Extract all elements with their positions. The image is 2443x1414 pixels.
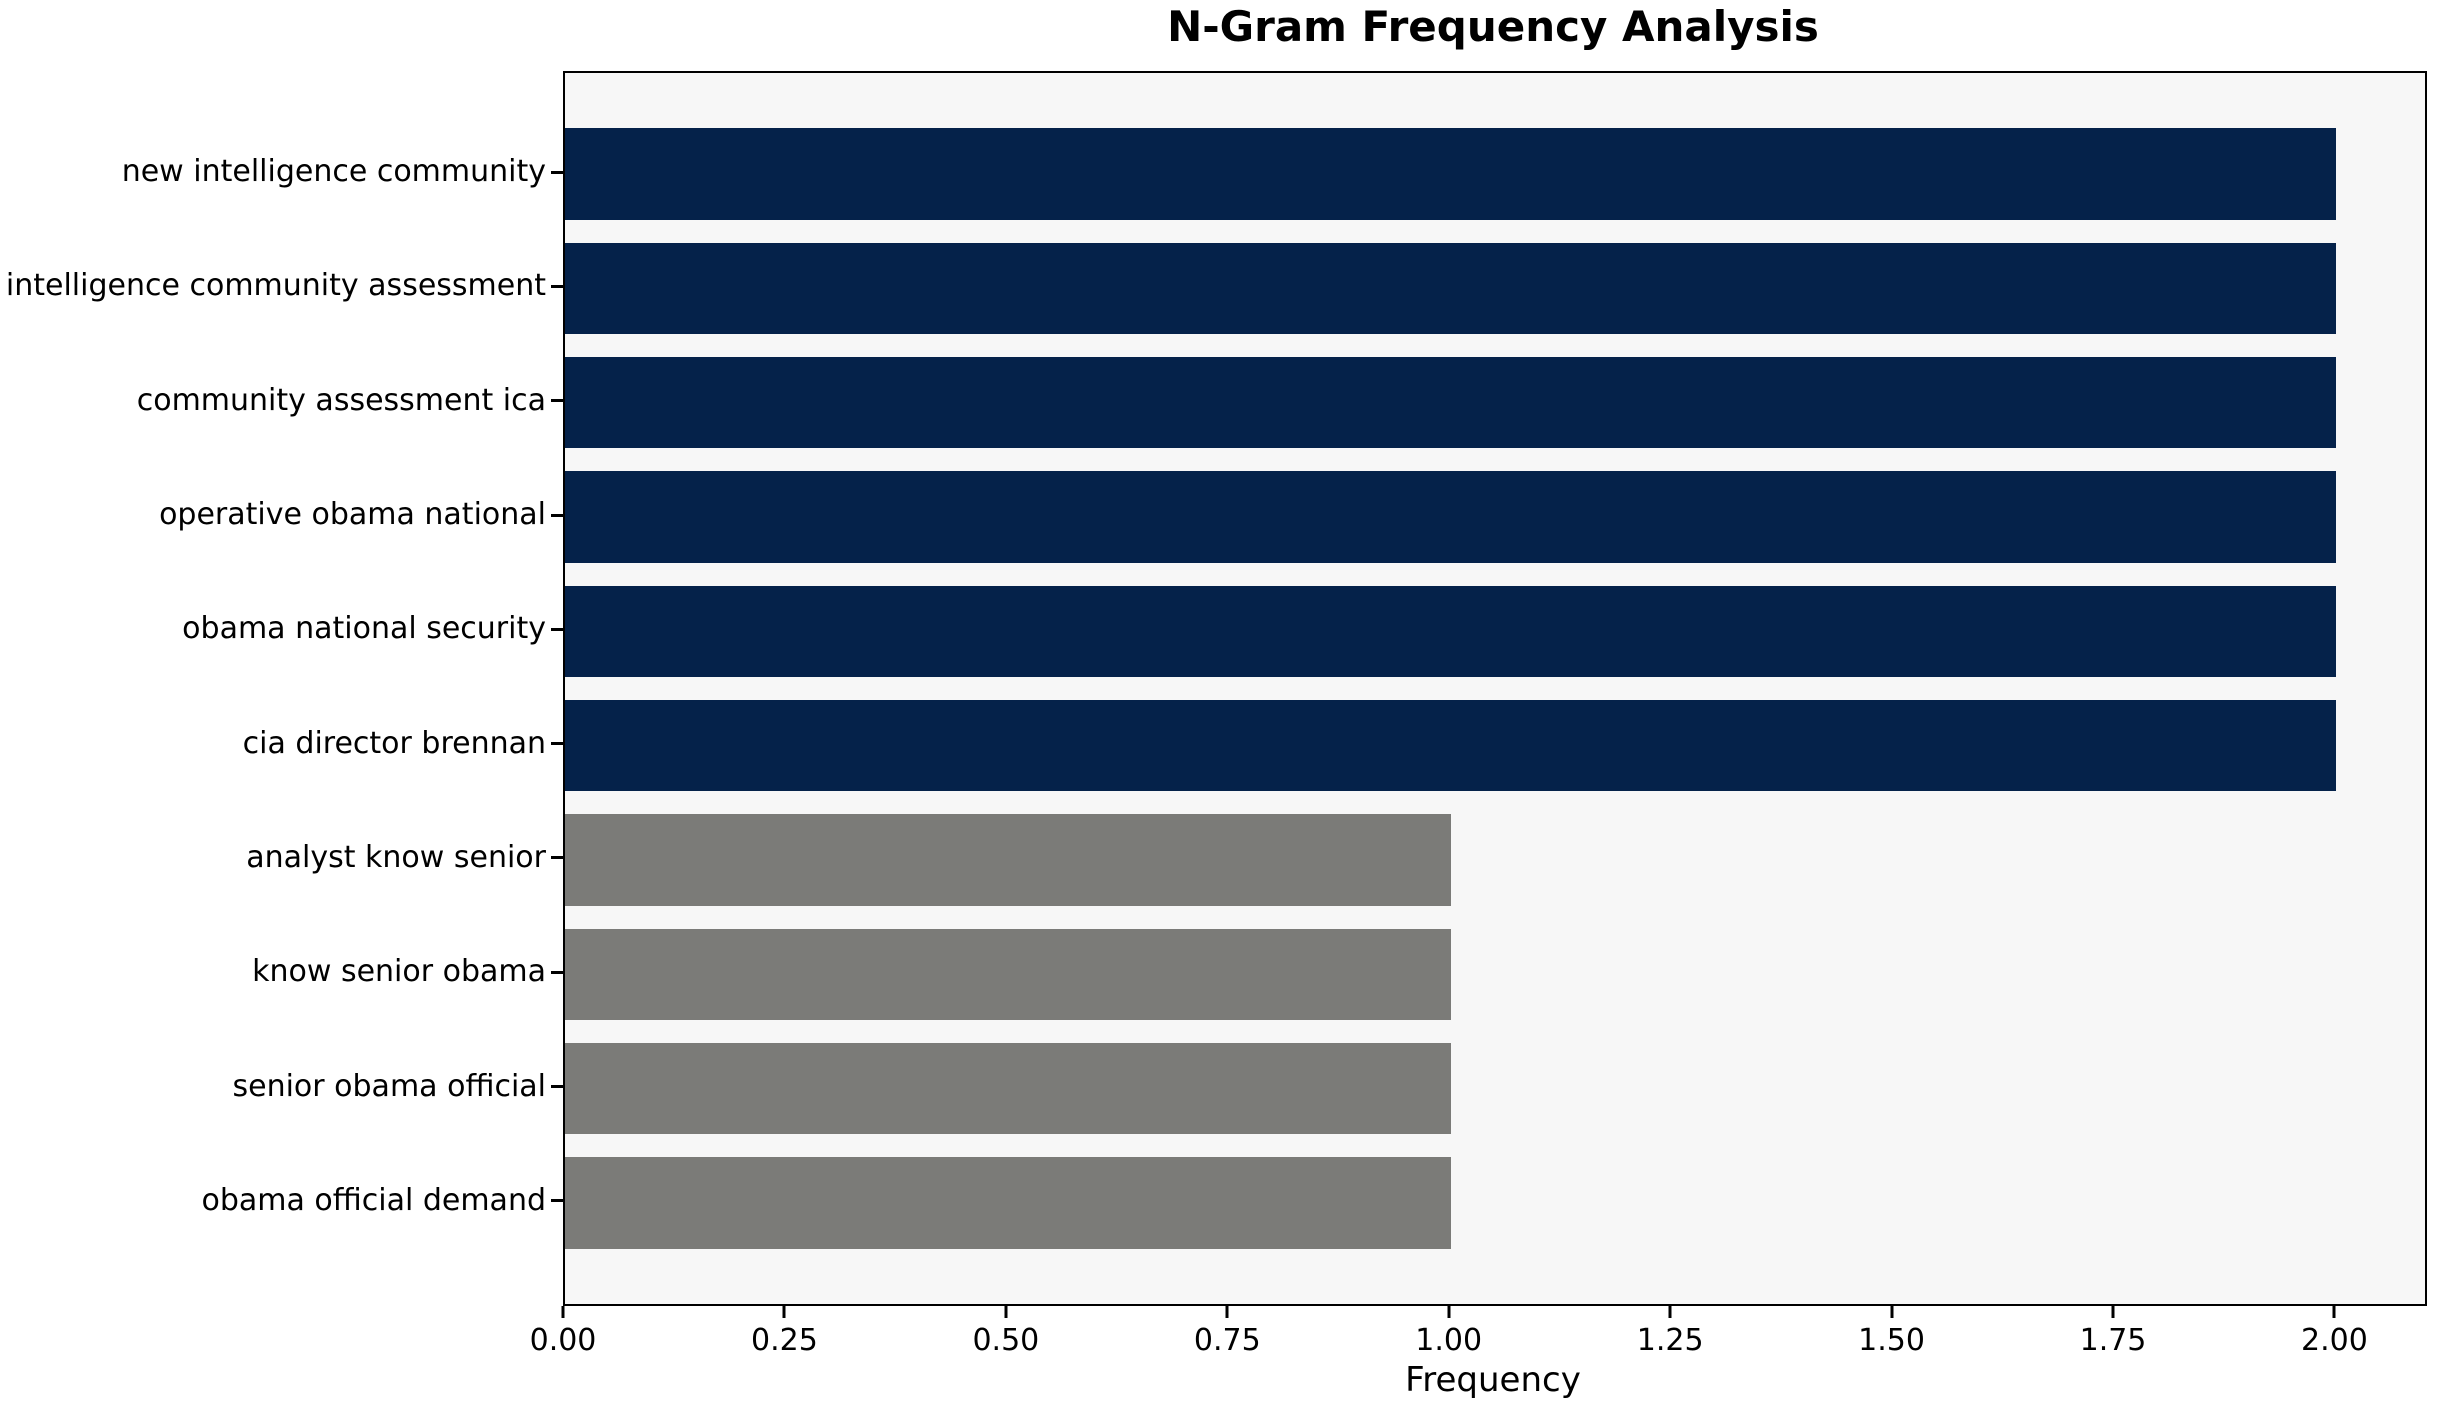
y-tick-label: operative obama national xyxy=(159,497,546,533)
x-tick-mark xyxy=(1447,1306,1451,1318)
bar-row xyxy=(565,1146,2425,1260)
bar-obama-official-demand xyxy=(565,1157,1451,1249)
bar-intelligence-community-assessment xyxy=(565,242,2337,335)
bar-obama-national-security xyxy=(565,585,2337,678)
y-tick-row xyxy=(551,1144,563,1258)
x-tick-mark xyxy=(2332,1306,2336,1318)
bar-row xyxy=(565,803,2425,917)
y-label-row: intelligence community assessment xyxy=(0,229,546,343)
bar-row xyxy=(565,688,2425,802)
y-tick-row xyxy=(551,115,563,229)
y-tick-label: obama national security xyxy=(182,611,546,647)
x-tick-label: 1.00 xyxy=(1415,1323,1483,1358)
y-tick-mark xyxy=(551,399,563,403)
y-tick-mark xyxy=(551,742,563,746)
x-tick-label: 0.75 xyxy=(1193,1323,1261,1358)
bar-operative-obama-national xyxy=(565,471,2337,563)
y-tick-mark xyxy=(551,1085,563,1089)
y-label-row: cia director brennan xyxy=(0,686,546,800)
y-label-row: obama official demand xyxy=(0,1144,546,1258)
y-tick-row xyxy=(551,686,563,800)
y-tick-label: community assessment ica xyxy=(136,382,546,418)
y-tick-mark xyxy=(551,284,563,288)
bar-know-senior-obama xyxy=(565,928,1451,1020)
y-axis-labels: new intelligence community intelligence c… xyxy=(0,115,546,1258)
y-tick-row xyxy=(551,229,563,343)
y-tick-mark xyxy=(551,856,563,860)
y-tick-row xyxy=(551,458,563,572)
bar-analyst-know-senior xyxy=(565,814,1451,906)
y-tick-label: analyst know senior xyxy=(246,839,546,875)
x-tick-label: 0.50 xyxy=(972,1323,1040,1358)
x-tick-label: 2.00 xyxy=(2301,1323,2368,1358)
bar-row xyxy=(565,460,2425,574)
bar-row xyxy=(565,231,2425,345)
y-label-row: operative obama national xyxy=(0,458,546,572)
y-tick-mark xyxy=(551,513,563,517)
x-tick-mark xyxy=(782,1306,786,1318)
x-tick-mark xyxy=(2111,1306,2115,1318)
x-tick-label: 0.00 xyxy=(529,1323,597,1358)
x-tick-mark xyxy=(561,1306,565,1318)
y-label-row: analyst know senior xyxy=(0,801,546,915)
y-tick-label: cia director brennan xyxy=(242,725,546,761)
bar-cia-director-brennan xyxy=(565,699,2337,792)
y-label-row: senior obama official xyxy=(0,1029,547,1143)
y-label-row: new intelligence community xyxy=(0,115,546,229)
y-label-row: obama national security xyxy=(0,572,546,686)
y-tick-row xyxy=(551,915,563,1029)
bar-row xyxy=(565,574,2425,688)
bar-row xyxy=(565,1031,2425,1145)
bar-community-assessment-ica xyxy=(565,357,2337,449)
x-axis: 0.00 0.25 0.50 0.75 1.00 1.25 1.50 1.75 2.00 xyxy=(530,1304,2423,1414)
bar-new-intelligence-community xyxy=(565,128,2337,220)
y-tick-mark xyxy=(551,627,563,631)
x-tick-mark xyxy=(1890,1306,1894,1318)
y-label-row: know senior obama xyxy=(0,915,546,1029)
y-tick-mark xyxy=(551,1199,563,1203)
y-tick-label: intelligence community assessment xyxy=(5,268,546,304)
x-tick-label: 1.25 xyxy=(1636,1323,1704,1358)
y-tick-row xyxy=(551,572,563,686)
plot-area xyxy=(563,71,2427,1306)
y-tick-row xyxy=(551,1029,563,1143)
y-axis-ticks xyxy=(551,115,563,1258)
y-label-row: community assessment ica xyxy=(0,344,546,458)
y-tick-label: know senior obama xyxy=(252,954,546,990)
bars-layer xyxy=(565,117,2425,1260)
x-tick-mark xyxy=(1668,1306,1672,1318)
y-tick-label: new intelligence community xyxy=(121,154,546,190)
y-tick-row xyxy=(551,344,563,458)
bar-row xyxy=(565,917,2425,1031)
chart-title: N-Gram Frequency Analysis xyxy=(1167,2,1819,51)
y-tick-label: obama official demand xyxy=(201,1182,546,1218)
x-tick-label: 1.75 xyxy=(2079,1323,2147,1358)
bar-senior-obama-official xyxy=(565,1042,1451,1135)
x-tick-label: 1.50 xyxy=(1858,1323,1925,1358)
y-tick-mark xyxy=(551,170,563,174)
bar-row xyxy=(565,346,2425,460)
bar-row xyxy=(565,117,2425,231)
y-tick-mark xyxy=(551,970,563,974)
x-tick-mark xyxy=(1225,1306,1229,1318)
y-tick-row xyxy=(551,801,563,915)
x-axis-title: Frequency xyxy=(1405,1360,1581,1400)
x-tick-label: 0.25 xyxy=(751,1323,818,1358)
y-tick-label: senior obama official xyxy=(232,1068,547,1104)
x-tick-mark xyxy=(1004,1306,1008,1318)
